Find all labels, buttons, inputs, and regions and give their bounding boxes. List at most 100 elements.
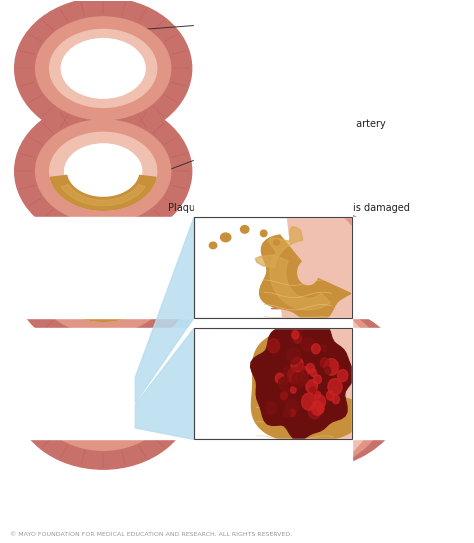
Polygon shape [277, 303, 392, 469]
Polygon shape [352, 329, 466, 439]
Circle shape [293, 326, 302, 336]
Circle shape [295, 368, 307, 382]
Circle shape [292, 372, 305, 388]
Circle shape [287, 368, 301, 384]
Circle shape [299, 372, 307, 382]
Circle shape [278, 378, 289, 390]
Circle shape [302, 367, 310, 376]
Circle shape [337, 369, 348, 382]
Polygon shape [251, 331, 366, 442]
Ellipse shape [61, 39, 145, 98]
Polygon shape [251, 322, 354, 440]
Circle shape [296, 374, 304, 382]
Circle shape [275, 373, 284, 384]
Circle shape [324, 367, 330, 375]
Circle shape [281, 392, 287, 400]
Polygon shape [194, 1, 352, 217]
Ellipse shape [94, 374, 104, 381]
Text: Plaque ruptures: Plaque ruptures [265, 257, 435, 268]
Circle shape [283, 409, 291, 417]
Circle shape [309, 405, 320, 419]
Circle shape [310, 369, 317, 376]
Polygon shape [135, 217, 194, 403]
Circle shape [306, 363, 315, 373]
Circle shape [297, 370, 304, 378]
Polygon shape [82, 260, 121, 279]
Circle shape [291, 357, 303, 371]
Circle shape [298, 371, 309, 384]
Circle shape [289, 369, 300, 381]
Ellipse shape [50, 243, 157, 321]
Ellipse shape [50, 360, 157, 438]
FancyBboxPatch shape [194, 217, 352, 318]
Circle shape [326, 391, 334, 400]
Text: Blood clot forms,
limiting blood flow: Blood clot forms, limiting blood flow [279, 359, 447, 381]
Ellipse shape [36, 348, 171, 450]
Ellipse shape [36, 231, 171, 334]
Circle shape [301, 337, 314, 352]
Text: Plaque forms in the lining of the artery: Plaque forms in the lining of the artery [110, 118, 386, 192]
Circle shape [324, 358, 338, 375]
Ellipse shape [36, 17, 171, 120]
Ellipse shape [50, 132, 157, 210]
Circle shape [289, 409, 295, 416]
Polygon shape [135, 329, 194, 439]
Ellipse shape [114, 375, 122, 382]
Circle shape [285, 400, 298, 415]
Circle shape [332, 395, 339, 403]
Ellipse shape [220, 233, 231, 242]
Ellipse shape [50, 360, 157, 438]
Polygon shape [135, 329, 194, 439]
Circle shape [287, 348, 301, 364]
Polygon shape [135, 217, 194, 403]
Polygon shape [194, 439, 352, 521]
Circle shape [284, 389, 290, 395]
Ellipse shape [50, 243, 157, 321]
Ellipse shape [15, 329, 191, 469]
Ellipse shape [15, 0, 191, 139]
Text: © MAYO FOUNDATION FOR MEDICAL EDUCATION AND RESEARCH. ALL RIGHTS RESERVED.: © MAYO FOUNDATION FOR MEDICAL EDUCATION … [10, 532, 292, 537]
Circle shape [311, 344, 320, 353]
Circle shape [267, 339, 280, 353]
Polygon shape [278, 204, 390, 340]
Ellipse shape [240, 225, 249, 233]
Polygon shape [352, 217, 466, 318]
Polygon shape [61, 185, 145, 206]
Circle shape [321, 345, 327, 351]
Circle shape [291, 387, 296, 393]
Polygon shape [194, 318, 352, 329]
Ellipse shape [210, 242, 217, 249]
Ellipse shape [15, 212, 191, 353]
Polygon shape [270, 255, 330, 310]
Ellipse shape [64, 144, 142, 199]
Circle shape [292, 331, 299, 339]
Circle shape [310, 387, 316, 394]
Circle shape [320, 358, 329, 368]
Circle shape [265, 401, 277, 415]
Text: Artery: Artery [104, 16, 273, 33]
Circle shape [283, 366, 291, 375]
Ellipse shape [273, 239, 279, 245]
Circle shape [317, 405, 324, 413]
Ellipse shape [88, 254, 140, 291]
Circle shape [328, 378, 342, 395]
Ellipse shape [50, 29, 157, 108]
Circle shape [314, 395, 326, 409]
Circle shape [298, 374, 308, 385]
Polygon shape [0, 329, 194, 439]
Polygon shape [255, 227, 303, 267]
Polygon shape [0, 217, 194, 318]
Ellipse shape [122, 378, 128, 383]
Circle shape [311, 401, 324, 415]
Circle shape [298, 364, 304, 371]
FancyBboxPatch shape [194, 329, 352, 439]
Ellipse shape [108, 372, 114, 378]
Polygon shape [282, 303, 380, 469]
Ellipse shape [15, 101, 191, 242]
Ellipse shape [36, 120, 171, 223]
Polygon shape [260, 235, 351, 322]
Circle shape [281, 377, 288, 385]
Circle shape [306, 380, 318, 393]
Circle shape [315, 392, 321, 398]
Polygon shape [271, 303, 408, 469]
